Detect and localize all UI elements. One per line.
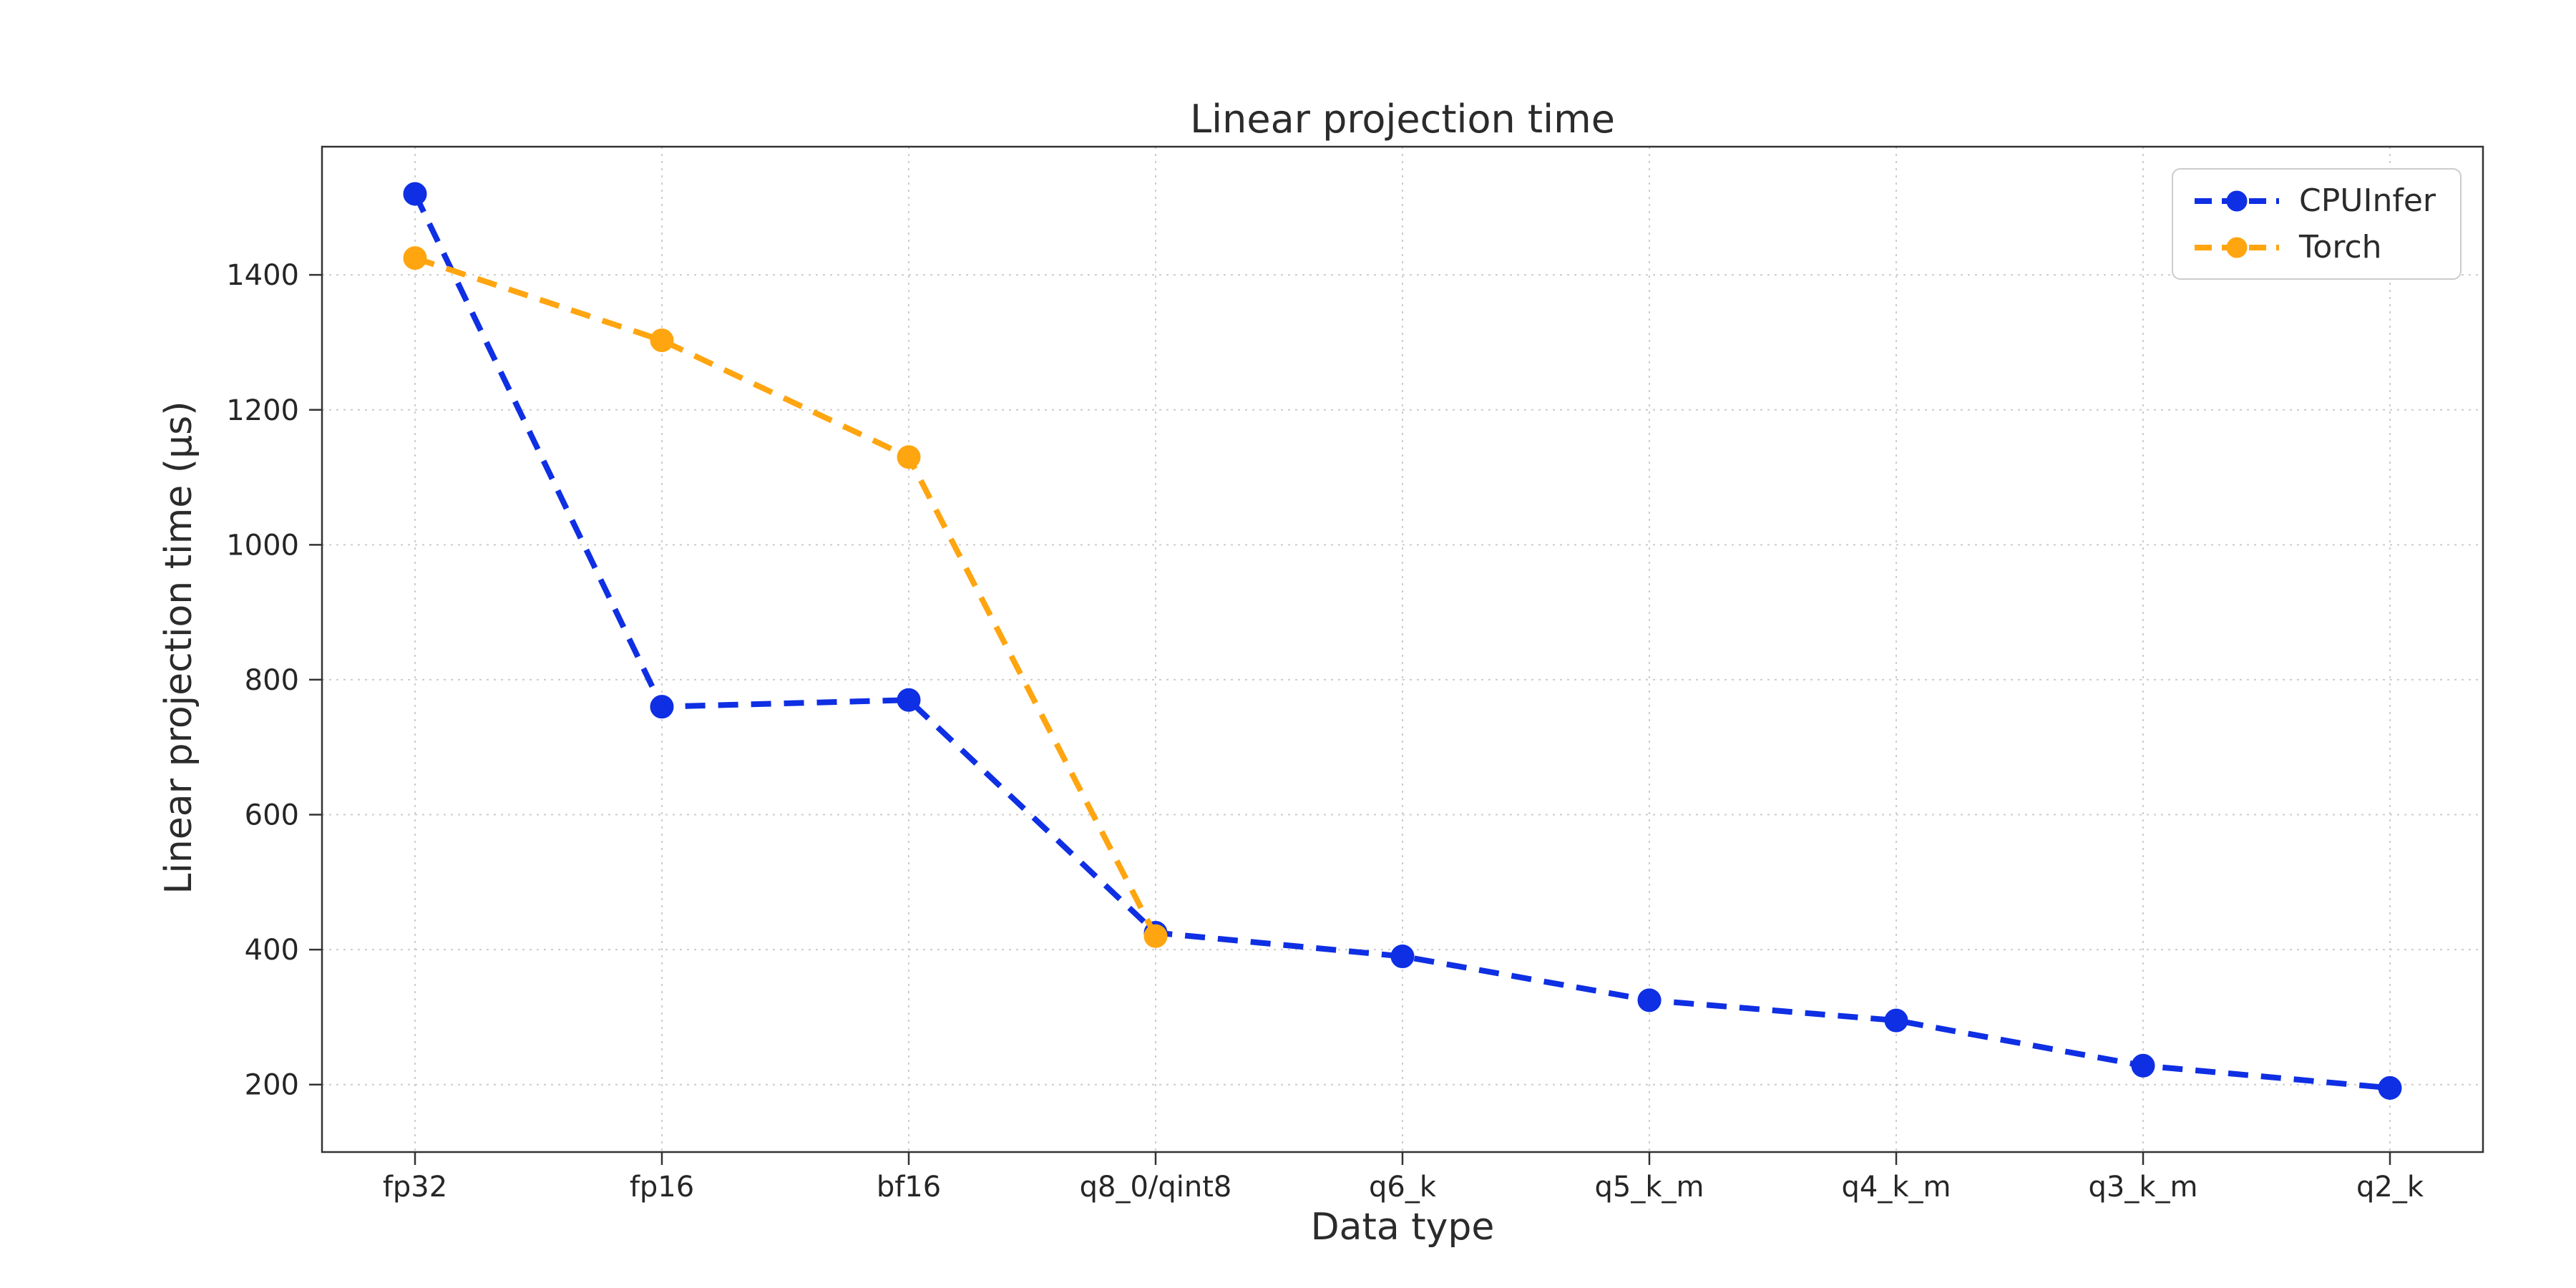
x-tick-label: q8_0/qint8 (1080, 1171, 1232, 1204)
legend: CPUInfer Torch (2172, 168, 2462, 280)
legend-entry-cpuinfer: CPUInfer (2190, 182, 2436, 219)
data-point-cpuinfer (403, 182, 427, 206)
axis-ticks: 200 400 600 800 1000 1200 1400 fp32 fp16 bf16 q8_0… (226, 259, 2424, 1204)
x-tick-label: q6_k (1369, 1171, 1437, 1204)
y-tick-label: 200 (245, 1069, 299, 1102)
legend-entry-torch: Torch (2190, 229, 2436, 265)
series-line-torch (414, 255, 1158, 938)
x-tick-label: fp32 (383, 1171, 447, 1204)
x-tick-label: fp16 (630, 1171, 694, 1204)
x-axis-label: Data type (1310, 1206, 1495, 1249)
x-tick-label: bf16 (877, 1171, 941, 1204)
data-point-cpuinfer (650, 695, 674, 719)
y-tick-label: 400 (245, 934, 299, 967)
x-tick-label: q5_k_m (1595, 1171, 1704, 1204)
legend-line-cpuinfer-icon (2195, 190, 2280, 211)
legend-label-torch: Torch (2299, 229, 2382, 265)
y-tick-label: 1400 (226, 259, 299, 292)
data-point-cpuinfer (1390, 945, 1415, 969)
y-axis-label: Linear projection time (µs) (157, 401, 200, 894)
y-tick-label: 1000 (226, 529, 299, 562)
data-point-torch (650, 328, 674, 353)
legend-line-torch-icon (2195, 237, 2280, 258)
chart-title: Linear projection time (1190, 97, 1615, 142)
x-tick-label: q3_k_m (2089, 1171, 2198, 1204)
gridlines (322, 147, 2483, 1152)
data-point-torch (403, 246, 427, 270)
data-point-cpuinfer (2378, 1075, 2402, 1100)
data-point-torch (1143, 924, 1168, 948)
data-point-cpuinfer (1637, 988, 1662, 1013)
legend-label-cpuinfer: CPUInfer (2299, 182, 2436, 219)
data-point-cpuinfer (2131, 1053, 2155, 1078)
y-tick-label: 1200 (226, 394, 299, 427)
series-torch (403, 246, 1168, 948)
x-tick-label: q4_k_m (1842, 1171, 1951, 1204)
data-point-cpuinfer (1884, 1008, 1908, 1033)
data-point-cpuinfer (897, 688, 921, 712)
data-point-torch (897, 445, 921, 469)
y-tick-label: 600 (245, 799, 299, 832)
x-tick-label: q2_k (2356, 1171, 2424, 1204)
y-tick-label: 800 (245, 664, 299, 697)
